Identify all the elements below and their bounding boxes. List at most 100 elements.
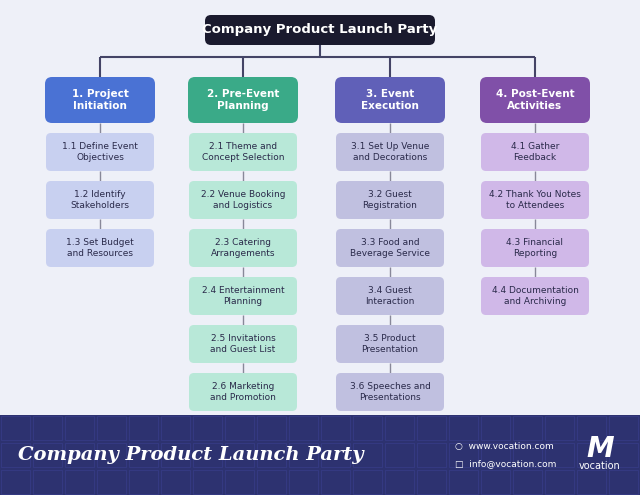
FancyBboxPatch shape [336,373,444,411]
Bar [0,415,640,495]
Bar [385,470,414,494]
Bar [321,443,350,467]
Bar [97,443,126,467]
Bar [385,443,414,467]
FancyBboxPatch shape [46,181,154,219]
Bar [449,416,478,440]
Bar [289,443,318,467]
FancyBboxPatch shape [188,77,298,123]
Text: vocation: vocation [579,461,621,471]
Bar [481,443,510,467]
Text: □  info@vocation.com: □ info@vocation.com [455,459,556,468]
Text: 4.4 Documentation
and Archiving: 4.4 Documentation and Archiving [492,286,579,306]
Bar [545,470,574,494]
FancyBboxPatch shape [189,181,297,219]
Text: 2.1 Theme and
Concept Selection: 2.1 Theme and Concept Selection [202,142,284,162]
FancyBboxPatch shape [336,133,444,171]
Text: 2.2 Venue Booking
and Logistics: 2.2 Venue Booking and Logistics [201,190,285,210]
FancyBboxPatch shape [481,277,589,315]
Text: 2.6 Marketing
and Promotion: 2.6 Marketing and Promotion [210,382,276,402]
FancyBboxPatch shape [189,325,297,363]
Bar [481,470,510,494]
Bar [353,443,382,467]
Bar [417,443,446,467]
Bar [609,416,638,440]
FancyBboxPatch shape [46,133,154,171]
Text: 3.4 Guest
Interaction: 3.4 Guest Interaction [365,286,415,306]
Bar [481,416,510,440]
Bar [225,416,254,440]
Bar [65,443,94,467]
Bar [449,443,478,467]
Bar [161,416,190,440]
Bar [417,470,446,494]
Text: 1.3 Set Budget
and Resources: 1.3 Set Budget and Resources [66,238,134,258]
Bar [385,416,414,440]
Text: 4.1 Gather
Feedback: 4.1 Gather Feedback [511,142,559,162]
Bar [513,443,542,467]
FancyBboxPatch shape [336,181,444,219]
Bar [353,416,382,440]
Bar [129,443,158,467]
FancyBboxPatch shape [46,229,154,267]
Bar [193,470,222,494]
Bar [1,470,30,494]
Bar [545,443,574,467]
Text: 4.2 Thank You Notes
to Attendees: 4.2 Thank You Notes to Attendees [489,190,581,210]
Bar [321,416,350,440]
Bar [129,416,158,440]
Text: 1. Project
Initiation: 1. Project Initiation [72,89,129,111]
Text: Company Product Launch Party: Company Product Launch Party [202,23,438,37]
Text: 3.1 Set Up Venue
and Decorations: 3.1 Set Up Venue and Decorations [351,142,429,162]
Text: ○  www.vocation.com: ○ www.vocation.com [455,442,554,450]
Bar [65,470,94,494]
Text: 4. Post-Event
Activities: 4. Post-Event Activities [496,89,574,111]
Bar [161,443,190,467]
Bar [225,470,254,494]
Bar [97,470,126,494]
Bar [577,443,606,467]
FancyBboxPatch shape [335,77,445,123]
Text: 2.5 Invitations
and Guest List: 2.5 Invitations and Guest List [211,334,276,354]
Text: 2. Pre-Event
Planning: 2. Pre-Event Planning [207,89,279,111]
FancyBboxPatch shape [45,77,155,123]
FancyBboxPatch shape [336,325,444,363]
Text: 3.5 Product
Presentation: 3.5 Product Presentation [362,334,419,354]
Bar [65,416,94,440]
FancyBboxPatch shape [189,229,297,267]
FancyBboxPatch shape [481,133,589,171]
Text: 2.3 Catering
Arrangements: 2.3 Catering Arrangements [211,238,275,258]
Bar [353,470,382,494]
Text: 2.4 Entertainment
Planning: 2.4 Entertainment Planning [202,286,284,306]
Bar [257,416,286,440]
Bar [33,416,62,440]
Bar [97,416,126,440]
Bar [193,416,222,440]
FancyBboxPatch shape [481,181,589,219]
Text: 3. Event
Execution: 3. Event Execution [361,89,419,111]
FancyBboxPatch shape [189,373,297,411]
Text: 3.6 Speeches and
Presentations: 3.6 Speeches and Presentations [349,382,431,402]
Bar [33,443,62,467]
FancyBboxPatch shape [480,77,590,123]
FancyBboxPatch shape [205,15,435,45]
Bar [257,470,286,494]
Text: M: M [586,435,614,463]
Bar [449,470,478,494]
Bar [609,470,638,494]
Bar [33,470,62,494]
Bar [513,470,542,494]
Bar [417,416,446,440]
Bar [129,470,158,494]
Bar [513,416,542,440]
Text: Company Product Launch Party: Company Product Launch Party [18,446,364,464]
Bar [1,416,30,440]
Text: 3.3 Food and
Beverage Service: 3.3 Food and Beverage Service [350,238,430,258]
Bar [257,443,286,467]
Text: 3.2 Guest
Registration: 3.2 Guest Registration [363,190,417,210]
Text: 1.1 Define Event
Objectives: 1.1 Define Event Objectives [62,142,138,162]
Bar [289,416,318,440]
FancyBboxPatch shape [481,229,589,267]
Text: 4.3 Financial
Reporting: 4.3 Financial Reporting [506,238,563,258]
Bar [1,443,30,467]
